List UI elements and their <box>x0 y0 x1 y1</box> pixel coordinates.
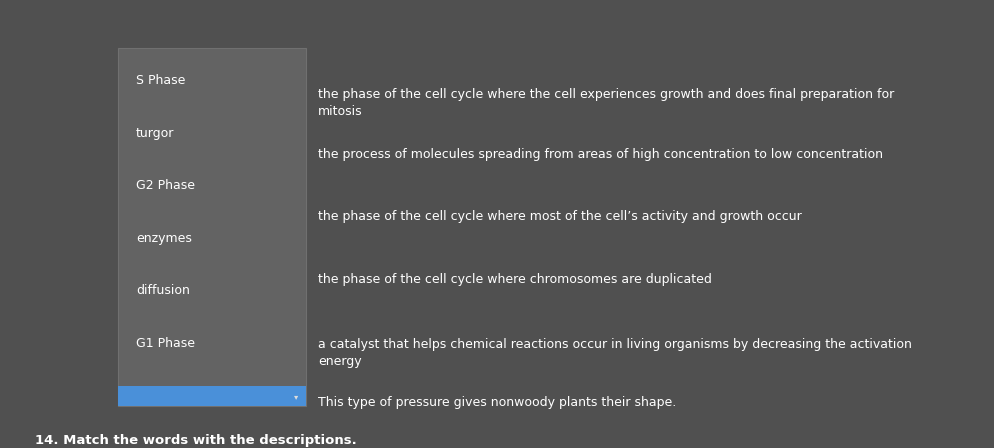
Text: ▾: ▾ <box>294 392 298 401</box>
Text: enzymes: enzymes <box>136 232 192 245</box>
Text: 14. Match the words with the descriptions.: 14. Match the words with the description… <box>35 434 357 447</box>
Bar <box>118 386 306 406</box>
Bar <box>118 48 306 406</box>
Text: turgor: turgor <box>136 126 174 139</box>
Text: G1 Phase: G1 Phase <box>136 336 195 349</box>
Text: diffusion: diffusion <box>136 284 190 297</box>
Text: the phase of the cell cycle where the cell experiences growth and does final pre: the phase of the cell cycle where the ce… <box>318 88 895 117</box>
Text: the phase of the cell cycle where most of the cell’s activity and growth occur: the phase of the cell cycle where most o… <box>318 210 802 223</box>
Text: the process of molecules spreading from areas of high concentration to low conce: the process of molecules spreading from … <box>318 148 883 161</box>
Text: the phase of the cell cycle where chromosomes are duplicated: the phase of the cell cycle where chromo… <box>318 273 712 286</box>
Text: G2 Phase: G2 Phase <box>136 178 195 191</box>
Text: This type of pressure gives nonwoody plants their shape.: This type of pressure gives nonwoody pla… <box>318 396 676 409</box>
Text: a catalyst that helps chemical reactions occur in living organisms by decreasing: a catalyst that helps chemical reactions… <box>318 338 911 367</box>
Text: S Phase: S Phase <box>136 73 185 86</box>
